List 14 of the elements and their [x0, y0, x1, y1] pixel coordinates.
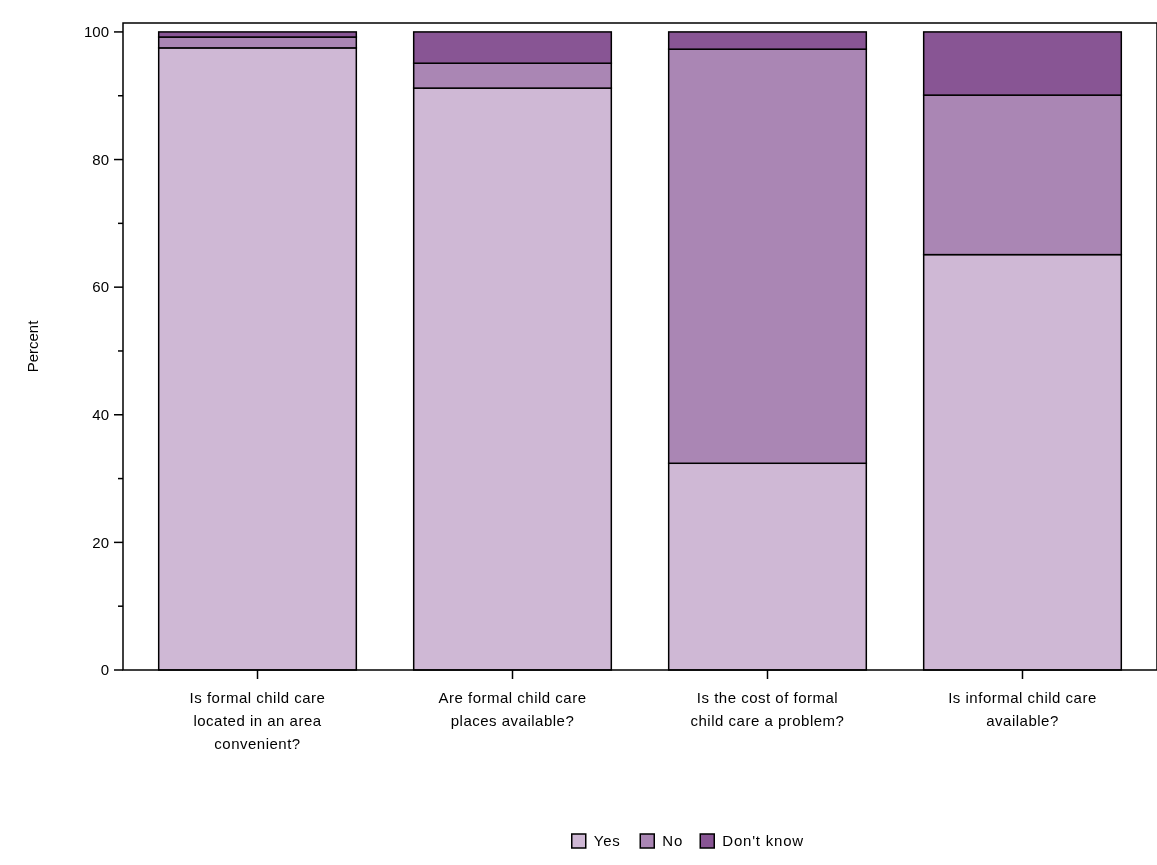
x-tick-label: Is informal child care available?: [948, 689, 1097, 729]
y-tick-label: 40: [92, 406, 109, 424]
x-tick-label: Is formal child care located in an area convenient?: [189, 689, 326, 752]
legend-label: No: [662, 832, 684, 850]
y-tick-label: 20: [92, 533, 109, 551]
x-tick-label: Are formal child care places available?: [438, 689, 587, 729]
legend-label: Yes: [593, 832, 621, 850]
y-tick-label: 60: [92, 278, 109, 296]
legend-label: Don't know: [722, 832, 804, 850]
y-tick-label: 80: [92, 150, 109, 168]
y-tick-label: 0: [100, 661, 109, 679]
x-tick-label: Is the cost of formal child care a problem?: [690, 689, 845, 729]
y-tick-label: 100: [83, 23, 109, 41]
y-axis-title: Percent: [24, 319, 41, 373]
